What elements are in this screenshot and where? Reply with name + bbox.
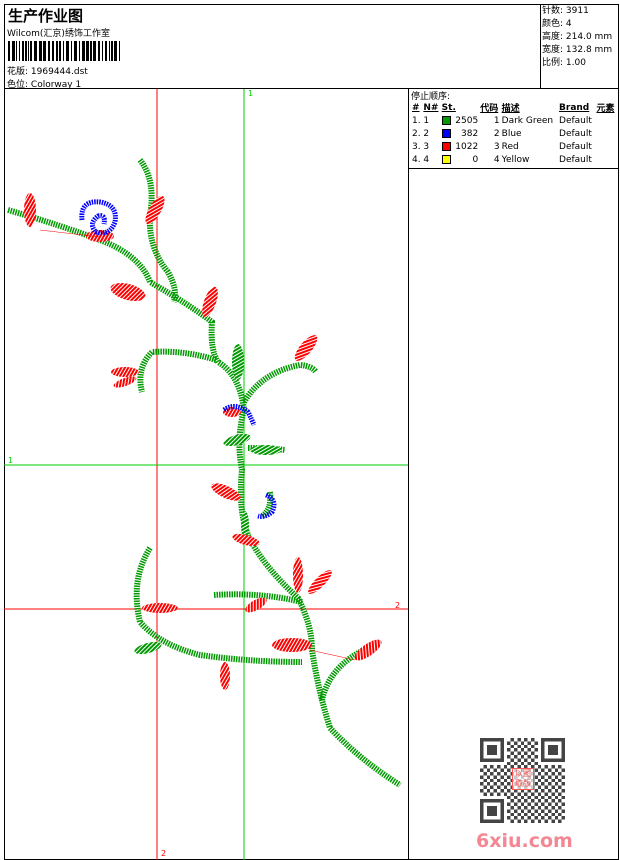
table-row: 3. 3 1022 3 Red Default <box>412 141 592 152</box>
stat-height: 高度: 214.0 mm <box>542 32 613 42</box>
watermark: 6xiu.com <box>476 830 573 852</box>
guide-label: 1 <box>8 456 13 465</box>
design-file-label: 花版: <box>7 67 29 77</box>
vine-stitches <box>7 158 402 788</box>
table-header: # N# St. 代码 描述 Brand 元素 <box>412 102 615 115</box>
guide-lines: 1 1 2 2 <box>4 89 408 860</box>
colorway-label: 色位: <box>7 80 29 90</box>
design-preview: 1 1 2 2 <box>4 89 409 860</box>
colorway-value: Colorway 1 <box>30 80 82 90</box>
stop-sequence-panel: 停止顺序: # N# St. 代码 描述 Brand 元素 1. 1 2505 1 Dark Gre… <box>409 89 619 169</box>
guide-label: 2 <box>161 849 166 858</box>
stat-scale: 比例: 1.00 <box>542 58 586 68</box>
stat-width: 宽度: 132.8 mm <box>542 45 613 55</box>
header: 生产作业图 Wilcom(汇京)绣饰工作室 花版: 1969444.dst 色位… <box>4 4 619 90</box>
red-leaves <box>24 193 382 690</box>
qr-code <box>480 738 565 823</box>
stat-colors: 颜色: 4 <box>542 19 572 29</box>
stat-stitches: 针数: 3911 <box>542 6 589 16</box>
guide-label: 1 <box>248 89 253 98</box>
color-swatch <box>441 154 451 164</box>
embroidery-canvas: 1 1 2 2 <box>4 89 408 860</box>
barcode <box>8 41 120 61</box>
stats-box: 针数: 3911 颜色: 4 高度: 214.0 mm 宽度: 132.8 mm… <box>540 4 619 89</box>
table-row: 4. 4 0 4 Yellow Default <box>412 154 592 165</box>
page-title: 生产作业图 <box>8 7 84 25</box>
color-swatch <box>441 115 451 125</box>
blue-flowers <box>79 199 277 519</box>
design-file-value: 1969444.dst <box>30 67 88 77</box>
table-row: 1. 1 2505 1 Dark Green Default <box>412 115 592 126</box>
guide-label: 2 <box>395 601 400 610</box>
color-swatch <box>441 141 451 151</box>
stamp-seal: 以图 取版 <box>512 768 534 790</box>
stop-sequence-table: # N# St. 代码 描述 Brand 元素 1. 1 2505 1 Dark Green Defa… <box>411 101 617 166</box>
color-swatch <box>441 128 451 138</box>
studio-name: Wilcom(汇京)绣饰工作室 <box>7 29 110 39</box>
colorway: 色位: Colorway 1 <box>7 77 81 90</box>
table-row: 2. 2 382 2 Blue Default <box>412 128 592 139</box>
stop-sequence-title: 停止顺序: <box>411 92 451 102</box>
design-file: 花版: 1969444.dst <box>7 64 88 77</box>
green-leaves <box>134 344 282 655</box>
